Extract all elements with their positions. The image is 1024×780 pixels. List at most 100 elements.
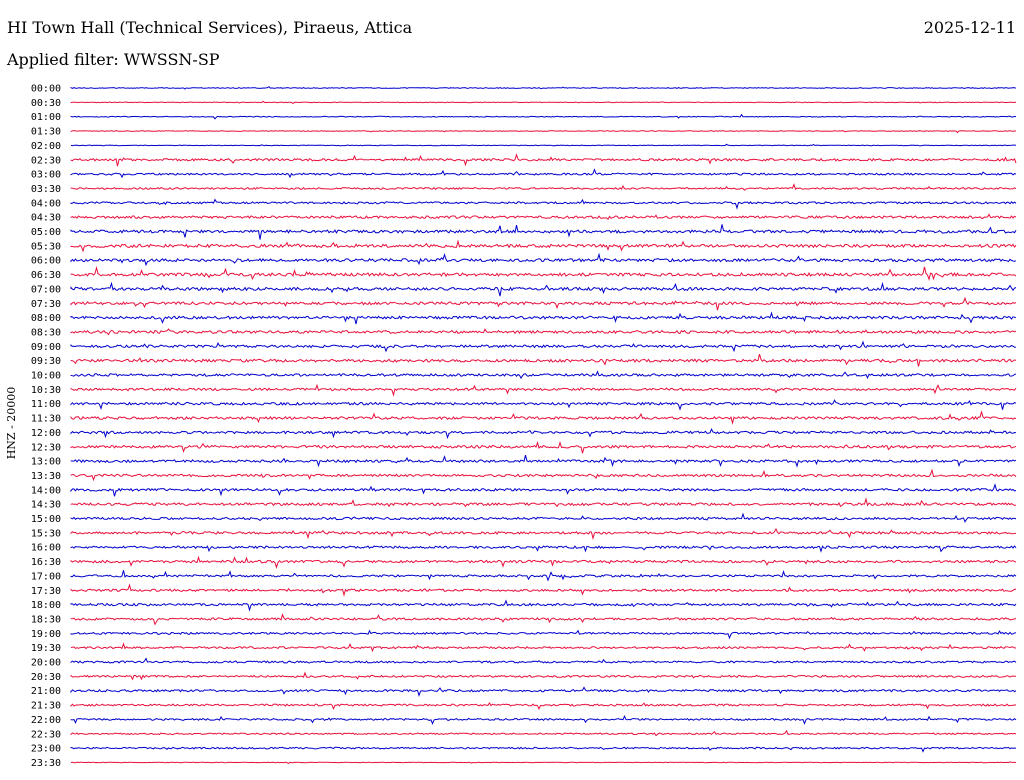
trace-line: [70, 153, 1017, 167]
trace-line: [70, 761, 1017, 764]
row-time-label: 22:30: [31, 729, 61, 740]
trace-line: [70, 729, 1017, 737]
row-time-label: 08:00: [31, 313, 61, 324]
trace-line: [70, 143, 1017, 147]
row-time-label: 07:30: [31, 299, 61, 310]
y-axis-label: HNZ - 20000: [5, 387, 18, 460]
row-time-label: 06:30: [31, 270, 61, 281]
trace-line: [70, 353, 1017, 367]
filter-label: Applied filter: WWSSN-SP: [7, 50, 220, 69]
trace-line: [70, 239, 1017, 253]
row-time-label: 20:30: [31, 672, 61, 683]
trace-line: [70, 629, 1017, 640]
row-time-label: 07:00: [31, 284, 61, 295]
row-time-label: 12:00: [31, 428, 61, 439]
trace-line: [70, 497, 1016, 508]
trace-line: [70, 545, 1017, 553]
row-time-label: 20:00: [31, 658, 61, 669]
row-time-label: 02:00: [31, 141, 61, 152]
row-time-label: 12:30: [31, 442, 61, 453]
trace-line: [70, 428, 1017, 440]
row-time-label: 16:00: [31, 543, 61, 554]
row-time-label: 23:00: [31, 744, 61, 755]
row-time-label: 14:30: [31, 500, 61, 511]
row-time-label: 04:00: [31, 198, 61, 209]
row-time-label: 13:00: [31, 457, 61, 468]
row-time-label: 13:30: [31, 471, 61, 482]
row-time-label: 11:30: [31, 414, 61, 425]
row-time-label: 17:30: [31, 586, 61, 597]
row-time-label: 19:30: [31, 643, 61, 654]
row-time-label: 09:30: [31, 356, 61, 367]
trace-line: [70, 281, 1017, 297]
row-time-label: 17:00: [31, 571, 61, 582]
trace-line: [70, 454, 1017, 468]
trace-line: [70, 746, 1017, 753]
trace-line: [70, 296, 1017, 311]
trace-line: [70, 671, 1016, 681]
row-time-label: 09:00: [31, 342, 61, 353]
trace-line: [70, 527, 1016, 541]
trace-line: [70, 340, 1017, 353]
row-time-label: 11:00: [31, 399, 61, 410]
row-time-label: 18:00: [31, 600, 61, 611]
trace-line: [70, 468, 1017, 482]
trace-line: [70, 657, 1017, 664]
row-time-label: 15:00: [31, 514, 61, 525]
row-time-label: 03:30: [31, 184, 61, 195]
trace-line: [70, 599, 1017, 612]
trace-line: [70, 224, 1017, 240]
row-time-label: 08:30: [31, 327, 61, 338]
trace-line: [70, 613, 1017, 626]
row-time-label: 03:00: [31, 170, 61, 181]
trace-line: [70, 370, 1017, 380]
trace-line: [70, 686, 1017, 697]
trace-line: [70, 383, 1017, 397]
row-time-label: 00:30: [31, 98, 61, 109]
trace-line: [70, 130, 1016, 134]
trace-line: [70, 410, 1017, 425]
row-time-label: 04:30: [31, 213, 61, 224]
trace-line: [70, 86, 1017, 90]
row-time-label: 22:00: [31, 715, 61, 726]
trace-line: [70, 399, 1017, 411]
trace-line: [70, 265, 1017, 282]
trace-line: [70, 441, 1017, 454]
trace-line: [70, 569, 1017, 582]
row-time-label: 21:30: [31, 701, 61, 712]
trace-line: [70, 311, 1017, 325]
row-time-label: 16:30: [31, 557, 61, 568]
row-time-label: 10:00: [31, 371, 61, 382]
trace-line: [70, 213, 1017, 221]
station-title: HI Town Hall (Technical Services), Pirae…: [7, 18, 413, 37]
trace-line: [70, 252, 1017, 267]
row-time-label: 19:00: [31, 629, 61, 640]
trace-line: [70, 183, 1017, 191]
row-time-label: 00:00: [31, 84, 61, 95]
trace-line: [70, 583, 1016, 597]
trace-line: [70, 555, 1017, 569]
row-time-label: 18:30: [31, 614, 61, 625]
trace-line: [70, 328, 1017, 336]
trace-line: [70, 483, 1017, 497]
row-time-label: 21:00: [31, 686, 61, 697]
row-time-label: 14:00: [31, 485, 61, 496]
trace-line: [70, 168, 1017, 179]
row-time-label: 01:30: [31, 127, 61, 138]
row-time-label: 06:00: [31, 256, 61, 267]
row-time-label: 05:30: [31, 241, 61, 252]
row-time-label: 10:30: [31, 385, 61, 396]
row-time-label: 05:00: [31, 227, 61, 238]
trace-line: [70, 113, 1017, 120]
trace-line: [70, 642, 1017, 653]
row-time-label: 15:30: [31, 528, 61, 539]
trace-line: [70, 198, 1017, 210]
row-time-label: 02:30: [31, 155, 61, 166]
trace-rows: 00:00 00:30 01:00 01:30 02:00 02:30 03:00 03:30…: [31, 84, 1017, 769]
trace-line: [70, 714, 1017, 726]
row-time-label: 23:30: [31, 758, 61, 769]
trace-line: [70, 702, 1017, 711]
row-time-label: 01:00: [31, 112, 61, 123]
trace-line: [70, 100, 1017, 105]
